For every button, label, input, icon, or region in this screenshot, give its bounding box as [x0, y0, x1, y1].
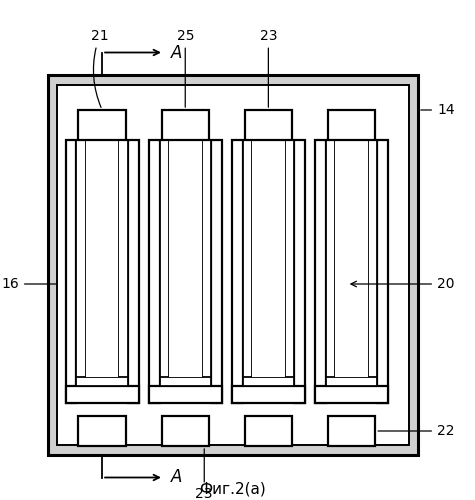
Bar: [78, 110, 126, 140]
Text: 16: 16: [1, 277, 57, 291]
Bar: [149, 140, 160, 402]
Bar: [162, 110, 209, 140]
Bar: [243, 140, 294, 386]
Bar: [335, 140, 368, 376]
Bar: [245, 416, 292, 446]
Bar: [160, 140, 169, 386]
Bar: [201, 140, 211, 386]
Bar: [160, 376, 211, 386]
Bar: [326, 140, 377, 386]
Bar: [285, 140, 294, 386]
Text: 21: 21: [91, 28, 109, 108]
Bar: [149, 386, 222, 402]
Bar: [160, 140, 211, 386]
Bar: [76, 140, 128, 386]
Bar: [128, 140, 139, 402]
Bar: [66, 140, 76, 402]
Bar: [232, 386, 305, 402]
Text: 22: 22: [378, 424, 455, 438]
Bar: [315, 140, 326, 402]
Bar: [328, 416, 375, 446]
Bar: [86, 140, 118, 376]
Bar: [326, 376, 377, 386]
Bar: [326, 140, 335, 386]
Bar: [162, 416, 209, 446]
Bar: [169, 140, 201, 376]
Bar: [76, 140, 86, 386]
Text: А: А: [171, 44, 182, 62]
Text: Фиг.2(a): Фиг.2(a): [200, 481, 266, 496]
Bar: [48, 75, 418, 455]
Bar: [252, 140, 285, 376]
Bar: [243, 376, 294, 386]
Bar: [294, 140, 305, 402]
Bar: [377, 140, 388, 402]
Text: 23: 23: [260, 28, 277, 107]
Text: 23: 23: [196, 449, 213, 500]
Bar: [245, 110, 292, 140]
Bar: [243, 140, 252, 386]
Text: 14: 14: [421, 103, 455, 117]
Text: А: А: [171, 468, 182, 486]
Bar: [66, 386, 139, 402]
Bar: [118, 140, 128, 386]
Bar: [78, 416, 126, 446]
Bar: [368, 140, 377, 386]
Text: 20: 20: [351, 277, 455, 291]
Bar: [57, 85, 408, 445]
Bar: [328, 110, 375, 140]
Bar: [232, 140, 243, 402]
Text: 25: 25: [177, 28, 194, 107]
Bar: [315, 386, 388, 402]
Bar: [211, 140, 222, 402]
Bar: [76, 376, 128, 386]
